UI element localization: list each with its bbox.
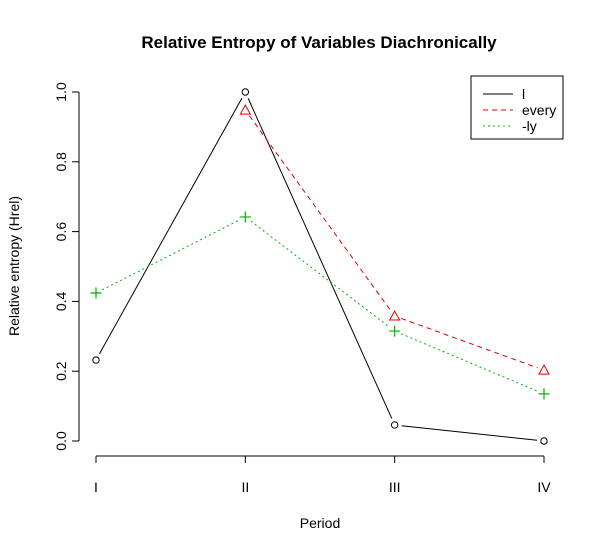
legend-label: -ly [522,118,537,134]
series-line-segment [250,220,390,328]
legend-label: l [522,86,525,102]
series-line-segment [98,97,243,355]
data-point-triangle [538,364,550,375]
series-line-segment [401,317,538,369]
data-point-triangle [239,104,252,115]
legend-box [470,75,564,140]
series-ly [90,211,550,400]
y-tick-label: 0.4 [53,291,69,311]
data-point-circle [390,421,399,429]
series-line-segment [102,219,240,291]
y-axis-label: Relative entropy (Hrel) [6,196,22,336]
x-tick-label: II [241,479,249,495]
data-point-triangle [388,310,401,321]
y-tick-label: 0.0 [53,431,69,451]
y-tick-label: 0.8 [53,152,69,172]
series-line-segment [247,98,393,419]
data-point-plus [239,211,251,223]
x-axis-label: Period [300,515,340,531]
data-point-plus [538,388,550,400]
y-tick-label: 0.2 [53,361,69,381]
legend-label: every [522,102,556,118]
series-every [239,104,550,375]
y-tick-label: 1.0 [53,82,69,102]
x-tick-label: I [94,479,98,495]
series-line-segment [401,425,538,441]
x-tick-label: III [389,479,401,495]
series-line-segment [400,333,538,392]
series-group [90,88,550,445]
data-point-circle [241,88,250,96]
axes: 0.00.20.40.60.81.0I II III IV [53,82,551,495]
data-point-plus [90,287,102,299]
series-line-segment [249,115,391,311]
chart-title: Relative Entropy of Variables Diachronic… [141,33,497,52]
data-point-circle [540,437,548,445]
x-tick-label: IV [537,479,551,495]
series-l [92,88,548,445]
data-point-plus [389,325,401,337]
data-point-circle [92,356,100,364]
y-tick-label: 0.6 [53,222,69,242]
